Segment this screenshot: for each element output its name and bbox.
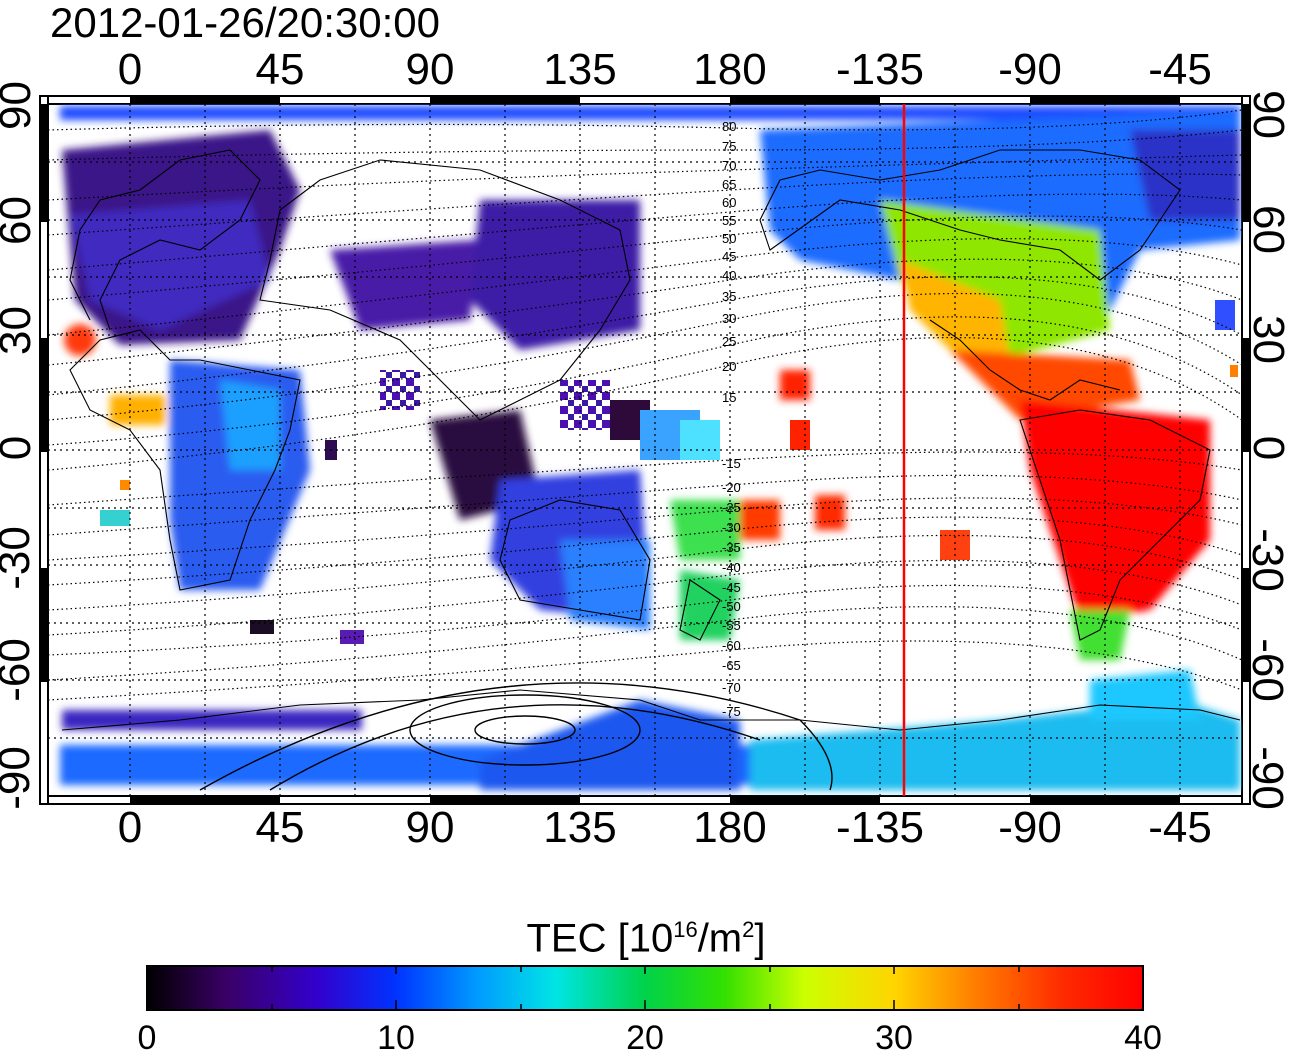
contour-label-35: 35 xyxy=(722,289,736,304)
contour-label-80: 80 xyxy=(722,119,736,134)
colorbar-ticks xyxy=(146,966,1020,1010)
magnetic-contours xyxy=(48,109,1242,701)
contour-label-m45: -45 xyxy=(722,580,741,595)
contour-label-15: 15 xyxy=(722,390,736,405)
coastlines xyxy=(61,149,1241,731)
polar-contours xyxy=(199,682,833,791)
contour-label-m40: -40 xyxy=(722,560,741,575)
colorbar-title-unit: /m xyxy=(697,916,743,961)
contour-label-20: 20 xyxy=(722,359,736,374)
graticule xyxy=(48,104,1242,796)
contour-label-m30: -30 xyxy=(722,520,741,535)
tec-data xyxy=(60,106,1240,790)
colorbar-title: TEC [1016/m2] xyxy=(0,908,1292,960)
contour-label-m75: -75 xyxy=(722,704,741,719)
bottom-lon-tick: 180 xyxy=(693,803,767,852)
top-lon-tick: -135 xyxy=(835,45,925,94)
contour-label-25: 25 xyxy=(722,334,736,349)
contour-label-45: 45 xyxy=(722,249,736,264)
contour-label-m15: -15 xyxy=(722,456,741,471)
contour-label-m55: -55 xyxy=(722,618,741,633)
bottom-lon-tick: -135 xyxy=(835,803,925,852)
top-lon-tick: -45 xyxy=(1148,45,1212,94)
colorbar-tick-label: 40 xyxy=(1124,1019,1162,1057)
contour-label-60: 60 xyxy=(722,195,736,210)
contour-label-40: 40 xyxy=(722,268,736,283)
top-lon-tick: -90 xyxy=(998,45,1062,94)
contour-labels: 80 75 70 65 60 55 50 45 40 35 30 25 20 1… xyxy=(722,119,741,719)
contour-label-m20: -20 xyxy=(722,480,741,495)
contour-label-m60: -60 xyxy=(722,638,741,653)
contour-label-70: 70 xyxy=(722,158,736,173)
contour-label-m25: -25 xyxy=(722,500,741,515)
colorbar xyxy=(146,965,1144,1011)
bottom-lon-tick: -45 xyxy=(1148,803,1212,852)
contour-label-30: 30 xyxy=(722,311,736,326)
colorbar-title-main: TEC [10 xyxy=(526,916,674,961)
colorbar-title-end: ] xyxy=(754,916,766,961)
colorbar-tick-label: 30 xyxy=(875,1019,913,1057)
timestamp: 2012-01-26/20:30:00 xyxy=(50,0,440,46)
bottom-lon-tick: -90 xyxy=(998,803,1062,852)
contour-label-50: 50 xyxy=(722,231,736,246)
colorbar-title-unit-exponent: 2 xyxy=(742,917,755,942)
top-lon-tick: 0 xyxy=(117,45,143,94)
colorbar-tick-label: 20 xyxy=(626,1019,664,1057)
bottom-lon-tick: 0 xyxy=(117,803,143,852)
contour-label-m70: -70 xyxy=(722,680,741,695)
contour-label-75: 75 xyxy=(722,139,736,154)
contour-label-m65: -65 xyxy=(722,658,741,673)
contour-label-m50: -50 xyxy=(722,599,741,614)
top-lon-tick: 45 xyxy=(255,45,305,94)
colorbar-title-exponent: 16 xyxy=(673,917,698,942)
top-lon-tick: 180 xyxy=(693,45,767,94)
bottom-lon-tick: 135 xyxy=(543,803,617,852)
contour-label-55: 55 xyxy=(722,213,736,228)
bottom-lon-tick: 45 xyxy=(255,803,305,852)
bottom-lon-tick: 90 xyxy=(405,803,455,852)
colorbar-tick-label: 0 xyxy=(137,1019,157,1057)
contour-label-65: 65 xyxy=(722,177,736,192)
top-lon-tick: 90 xyxy=(405,45,455,94)
colorbar-tick-label: 10 xyxy=(377,1019,415,1057)
top-lon-tick: 135 xyxy=(543,45,617,94)
contour-label-m35: -35 xyxy=(722,540,741,555)
